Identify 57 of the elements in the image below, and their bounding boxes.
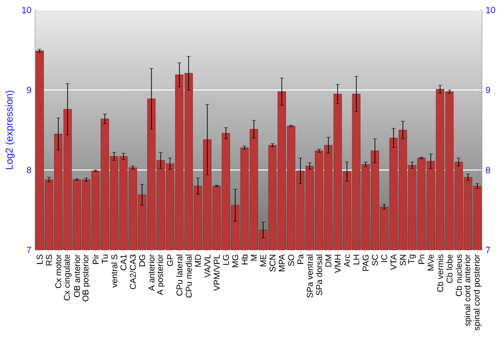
x-tick-label: Tu bbox=[102, 254, 108, 264]
x-tick-label: Hb bbox=[241, 254, 248, 264]
x-tick-label: DM bbox=[325, 254, 332, 267]
x-tick-label: IC bbox=[381, 254, 388, 262]
y2-tick-label: 10 bbox=[486, 6, 496, 14]
x-tick-label: ventral S bbox=[111, 254, 118, 288]
x-tick-label: OB anterior bbox=[74, 254, 80, 298]
x-tick-label: SPa dorsal bbox=[316, 254, 322, 296]
x-tick-label: LH bbox=[353, 254, 360, 264]
x-tick-label: spinal cord anterior bbox=[464, 254, 472, 326]
x-tick-label: LS bbox=[36, 254, 43, 264]
x-tick-label: CA1 bbox=[120, 254, 126, 270]
x-tick-label: Cb vermis bbox=[436, 254, 444, 292]
x-tick-label: Cx cingulate bbox=[64, 254, 72, 300]
x-tick-label: GP bbox=[167, 254, 174, 266]
y2-tick-label: 8 bbox=[486, 166, 490, 174]
x-tick-label: PAG bbox=[362, 254, 369, 271]
x-tick-label: M bbox=[250, 254, 257, 261]
x-tick-label: SCN bbox=[269, 254, 276, 272]
x-tick-label: A posterior bbox=[156, 254, 165, 296]
x-tick-label: OB posterior bbox=[82, 254, 90, 302]
x-tick-label: Pn bbox=[418, 254, 424, 264]
x-tick-label: CPu lateral bbox=[176, 254, 182, 296]
x-tick-label: VTA bbox=[390, 254, 396, 270]
x-tick-label: Arc bbox=[344, 254, 350, 267]
x-tick-label: RS bbox=[46, 254, 52, 266]
x-tick-label: Pa bbox=[297, 254, 304, 264]
x-tick-label: VA/VL bbox=[204, 254, 210, 278]
x-tick-label: Cb lobe bbox=[446, 254, 453, 283]
x-tick-label: Cx motor bbox=[55, 254, 62, 288]
x-tick-label: ME bbox=[260, 254, 266, 266]
y2-tick-label: 9 bbox=[486, 86, 490, 94]
x-tick-label: MPA bbox=[278, 254, 285, 272]
x-tick-label: VMH bbox=[334, 254, 341, 273]
x-tick-label: Cb nucleus bbox=[456, 254, 462, 296]
y-tick-label: 9 bbox=[26, 86, 32, 94]
x-tick-label: Pir bbox=[92, 254, 99, 264]
x-tick-label: SN bbox=[400, 254, 406, 266]
y-tick-label: 8 bbox=[26, 166, 32, 174]
x-tick-label: A anterior bbox=[148, 254, 155, 291]
y-tick-label: 7 bbox=[26, 246, 32, 254]
x-tick-label: MVe bbox=[428, 254, 434, 270]
x-tick-label: LG bbox=[222, 254, 229, 265]
x-tick-label: spinal cord posterior bbox=[473, 254, 482, 330]
x-tick-label: Tg bbox=[408, 254, 416, 264]
x-tick-label: MG bbox=[232, 254, 238, 268]
x-tick-label: SPa ventral bbox=[306, 254, 313, 298]
x-tick-label: VPM/VPL bbox=[213, 254, 220, 291]
y-tick-label: 10 bbox=[22, 6, 32, 14]
x-tick-label: SO bbox=[288, 254, 294, 266]
x-tick-label: DG bbox=[139, 254, 146, 266]
y2-tick-label: 7 bbox=[486, 246, 490, 254]
x-tick-label: MD bbox=[195, 254, 201, 267]
x-tick-label: CA2/CA3 bbox=[130, 254, 136, 290]
x-tick-label: CPu medial bbox=[186, 254, 192, 298]
y-axis-title: Log2 (expression) bbox=[5, 90, 15, 170]
x-tick-label: SC bbox=[372, 254, 378, 266]
